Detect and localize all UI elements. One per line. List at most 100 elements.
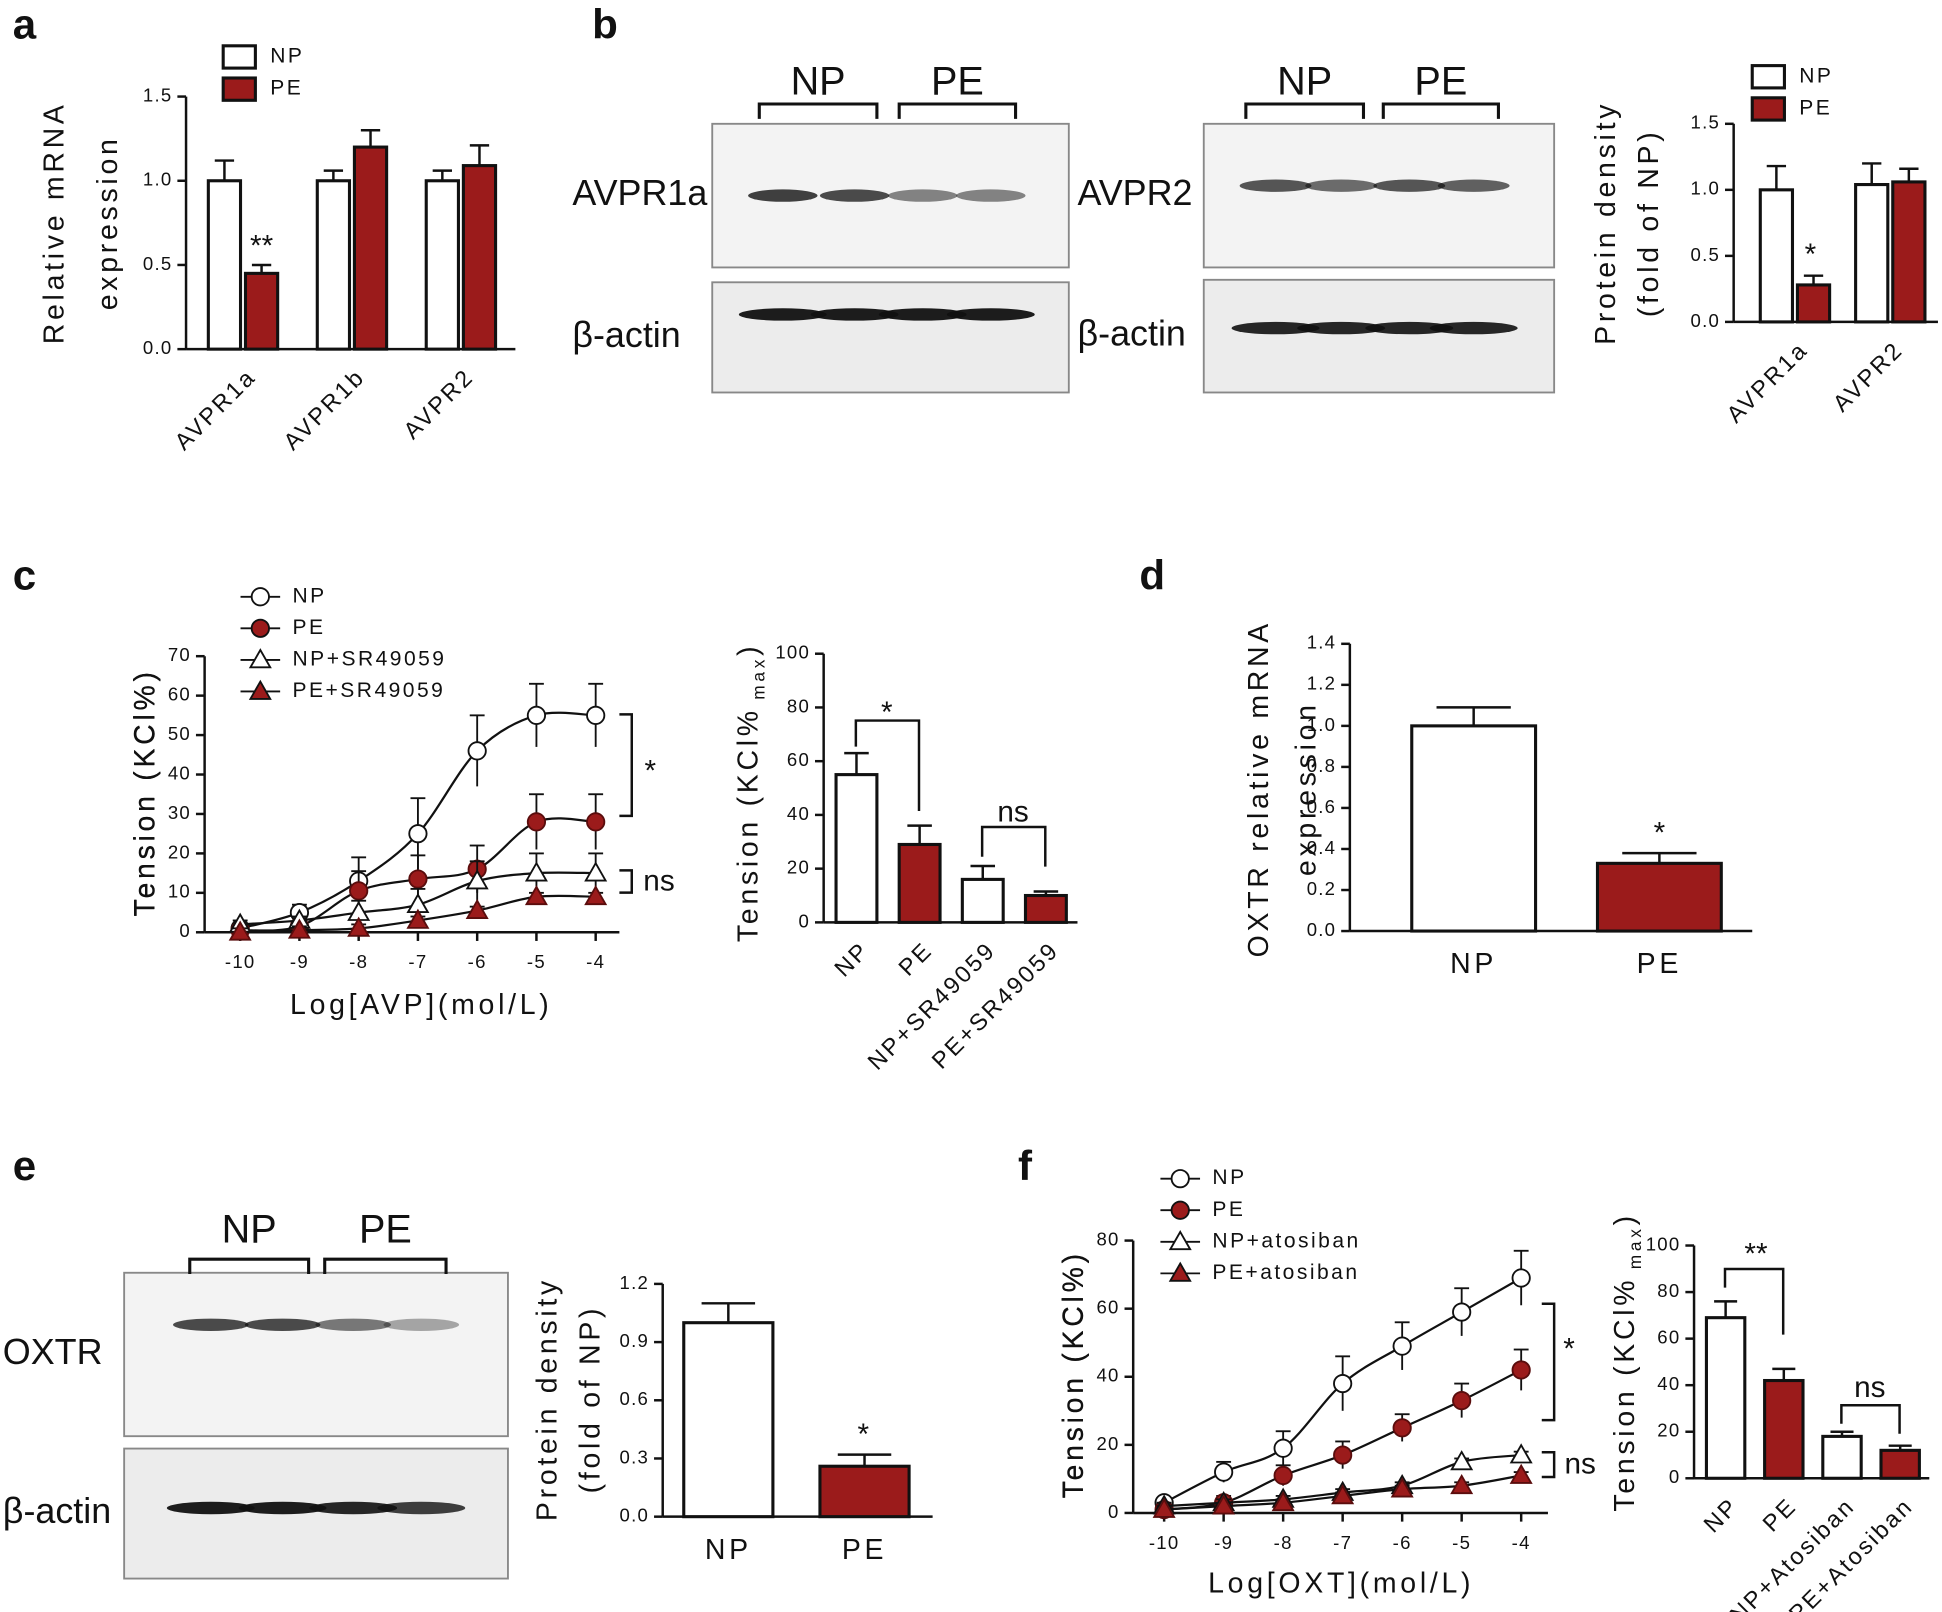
- y-axis-label-text: Tension (KCl%: [1608, 1277, 1640, 1512]
- annotation: *: [881, 696, 893, 729]
- data-point: [584, 885, 608, 906]
- blot-row-label: AVPR1a: [572, 173, 707, 213]
- bracket: [619, 713, 633, 818]
- blot-row-label: OXTR: [3, 1332, 103, 1372]
- group-label: PE: [1414, 60, 1467, 104]
- blot-band: [738, 308, 827, 321]
- blot-box: [1202, 278, 1556, 394]
- bar: [315, 179, 352, 351]
- blot-band: [810, 308, 899, 321]
- x-tick-label: -8: [349, 951, 368, 972]
- data-point: [586, 705, 606, 725]
- blot-band: [888, 189, 958, 202]
- y-axis-label: (fold of NP): [575, 1305, 607, 1494]
- blot-band: [1305, 179, 1378, 192]
- x-tick-label: -6: [1393, 1532, 1412, 1553]
- data-point: [1452, 1302, 1472, 1322]
- data-point: [526, 812, 547, 832]
- y-tick-label: 60: [1096, 1297, 1119, 1318]
- bar: [1821, 1434, 1863, 1480]
- y-tick-label: 0: [179, 920, 191, 941]
- y-axis-label-sub: max: [748, 656, 768, 700]
- panel-letter: d: [1139, 551, 1165, 598]
- blot-band: [819, 189, 890, 202]
- x-tick-label: NP: [1450, 948, 1497, 980]
- group-bracket: [1381, 102, 1500, 119]
- y-tick-label: 20: [1657, 1420, 1680, 1441]
- x-tick-label: -4: [1512, 1532, 1531, 1553]
- bar: [1410, 724, 1538, 933]
- legend-label: PE: [1212, 1198, 1245, 1221]
- data-point: [524, 861, 548, 882]
- bar: [352, 145, 389, 351]
- y-tick-label: 70: [168, 644, 191, 665]
- bar: [960, 877, 1005, 924]
- bar: [1879, 1448, 1921, 1480]
- y-tick-label: 60: [168, 684, 191, 705]
- blot-band: [238, 1501, 327, 1515]
- group-label: PE: [931, 60, 984, 104]
- blot-box: [1202, 122, 1556, 269]
- data-point: [347, 916, 371, 937]
- y-tick-label: 40: [787, 803, 810, 824]
- y-axis-label: Tension (KCl%): [129, 668, 161, 916]
- x-tick-label: PE: [1758, 1493, 1802, 1537]
- blot-row-label: AVPR2: [1077, 173, 1192, 213]
- legend-swatch: [1750, 96, 1786, 122]
- y-tick-label: 100: [1646, 1233, 1681, 1254]
- legend-label: NP+atosiban: [1212, 1229, 1360, 1252]
- y-tick-label: 1.2: [620, 1272, 650, 1293]
- x-tick-label: PE: [842, 1534, 887, 1566]
- bracket: [854, 719, 921, 811]
- annotation: ns: [997, 795, 1028, 828]
- annotation: *: [1805, 238, 1817, 271]
- blot-band: [166, 1501, 255, 1515]
- y-axis-label: Protein density: [1590, 101, 1622, 345]
- x-tick-label: NP: [1698, 1493, 1743, 1538]
- y-tick-label: 1.4: [1307, 632, 1337, 653]
- data-point: [524, 885, 548, 906]
- y-tick-label: 80: [787, 695, 810, 716]
- x-axis-label: Log[OXT](mol/L): [1208, 1567, 1474, 1599]
- legend-swatch: [1750, 64, 1786, 90]
- y-axis-label-text: Tension (KCl%: [732, 707, 764, 942]
- legend-label: PE: [1799, 97, 1832, 120]
- legend-label: NP: [270, 45, 304, 68]
- legend-label: NP+SR49059: [293, 647, 447, 670]
- bracket: [1541, 1302, 1556, 1422]
- x-tick-label: PE: [1637, 948, 1682, 980]
- data-point: [287, 918, 311, 939]
- y-tick-label: 0.3: [620, 1446, 650, 1467]
- legend-swatch: [221, 44, 257, 70]
- blot-band: [315, 1318, 391, 1331]
- data-point: [349, 881, 369, 901]
- x-tick-label: -7: [1333, 1532, 1352, 1553]
- legend-marker: [248, 648, 272, 669]
- group-label: NP: [222, 1207, 277, 1251]
- y-axis-label-end: ): [732, 643, 764, 656]
- data-point: [1152, 1497, 1176, 1518]
- legend-label: PE+SR49059: [293, 679, 446, 702]
- panel-letter: f: [1018, 1142, 1033, 1189]
- blot-band: [377, 1501, 466, 1515]
- y-axis-label: expression: [92, 135, 124, 310]
- y-tick-label: 1.2: [1307, 673, 1337, 694]
- group-bracket: [188, 1257, 311, 1274]
- y-tick-label: 0.0: [143, 337, 173, 358]
- x-tick-label: -6: [468, 951, 487, 972]
- x-tick-label: -5: [527, 951, 546, 972]
- bar: [1763, 1378, 1805, 1480]
- y-tick-label: 0: [1669, 1466, 1681, 1487]
- x-tick-label: -9: [290, 951, 309, 972]
- y-tick-label: 0: [1108, 1501, 1120, 1522]
- x-tick-label: AVPR2: [398, 363, 478, 443]
- group-bracket: [323, 1257, 448, 1274]
- group-bracket: [1244, 102, 1366, 119]
- y-axis-label: Relative mRNA: [39, 101, 71, 344]
- group-bracket: [757, 102, 879, 119]
- blot-band: [173, 1318, 249, 1331]
- bar: [1704, 1316, 1747, 1480]
- data-point: [1392, 1418, 1412, 1438]
- blot-band: [946, 308, 1035, 321]
- annotation: ns: [1564, 1448, 1595, 1481]
